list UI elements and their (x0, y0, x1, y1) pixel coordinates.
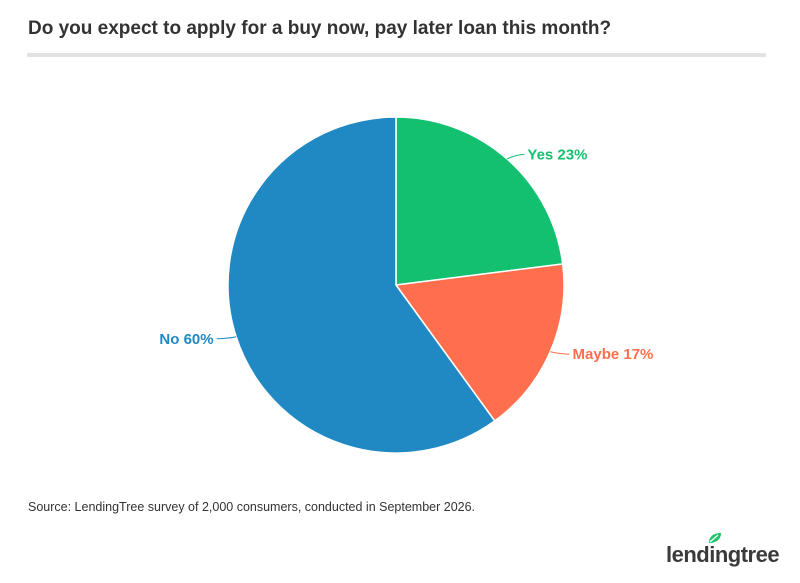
leader-line-maybe (550, 351, 570, 355)
pie-slice-maybe (394, 263, 565, 422)
chart-title: Do you expect to apply for a buy now, pa… (28, 18, 612, 39)
pie-slice-yes (395, 116, 564, 286)
leader-line-no (216, 336, 237, 340)
slice-label-maybe: Maybe 17% (573, 346, 654, 363)
slice-label-yes: Yes 23% (527, 146, 587, 163)
leader-line-yes (506, 153, 525, 160)
lendingtree-logo: lendingtree (666, 532, 780, 572)
source-note: Source: LendingTree survey of 2,000 cons… (28, 500, 476, 514)
leaf-icon (709, 533, 721, 543)
logo-wordmark: lendingtree (666, 542, 780, 567)
title-divider (27, 53, 766, 57)
pie-slice-no (227, 116, 496, 454)
slice-label-no: No 60% (159, 331, 213, 348)
